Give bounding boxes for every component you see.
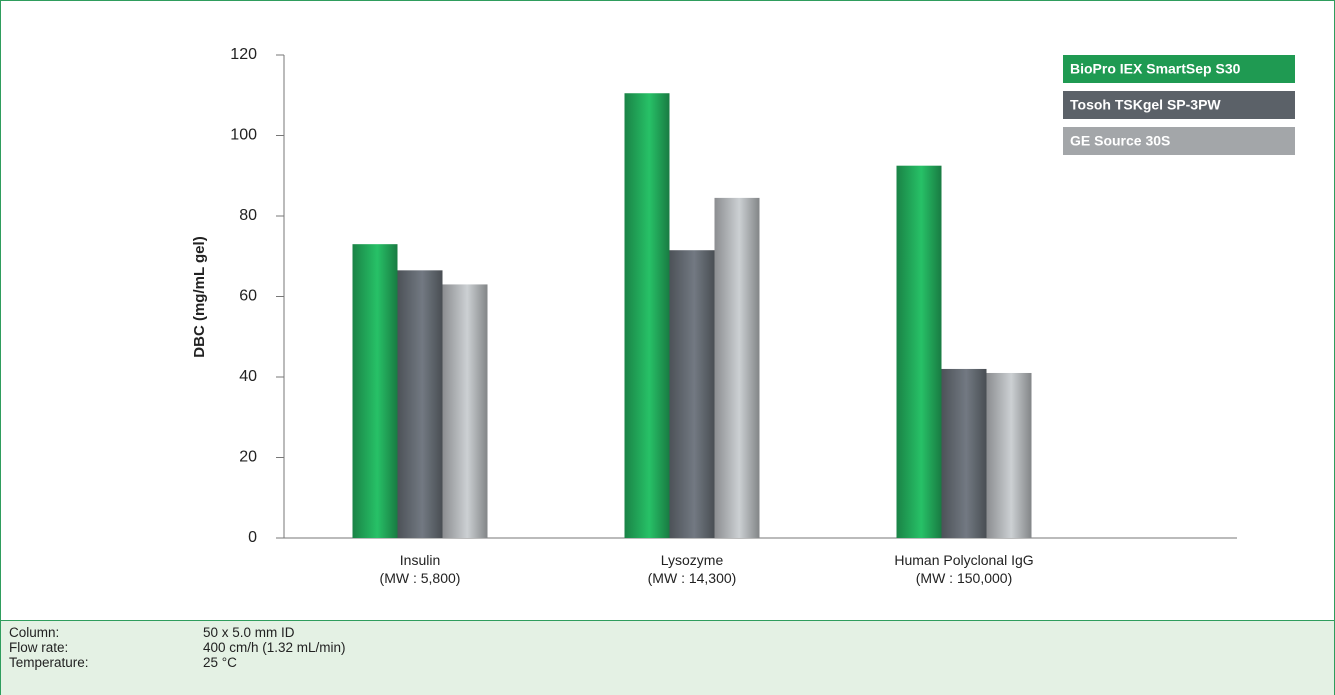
legend-label: Tosoh TSKgel SP-3PW bbox=[1070, 97, 1221, 113]
x-tick-label: Human Polyclonal IgG (MW : 150,000) bbox=[894, 552, 1034, 586]
y-tick-label: 100 bbox=[230, 127, 257, 144]
footer-value: 50 x 5.0 mm ID bbox=[203, 625, 295, 640]
legend-swatch bbox=[1063, 91, 1295, 119]
bar bbox=[624, 93, 670, 539]
chart: DBC (mg/mL gel) 0 20 40 60 80 100 120 BioPro IE… bbox=[191, 46, 1295, 546]
footer-value: 25 °C bbox=[203, 655, 237, 670]
y-tick-label: 0 bbox=[248, 529, 257, 546]
y-axis-title: DBC (mg/mL gel) bbox=[191, 236, 208, 357]
bar bbox=[986, 372, 1032, 538]
bar bbox=[669, 250, 715, 538]
legend-label: GE Source 30S bbox=[1070, 133, 1170, 149]
footer-label: Column: bbox=[9, 625, 60, 640]
y-tick-label: 80 bbox=[239, 207, 257, 224]
footer: Column: 50 x 5.0 mm ID Flow rate: 400 cm/h … bbox=[1, 620, 1334, 695]
y-tick-label: 60 bbox=[239, 288, 257, 305]
x-tick-label: Insulin (MW : 5,800) bbox=[379, 552, 461, 586]
bar bbox=[352, 244, 398, 539]
y-tick-label: 40 bbox=[239, 368, 257, 385]
legend-label: BioPro IEX SmartSep S30 bbox=[1070, 61, 1241, 77]
footer-label: Flow rate: bbox=[9, 640, 69, 655]
bar bbox=[714, 197, 760, 538]
bar bbox=[896, 165, 942, 538]
footer-label: Temperature: bbox=[9, 655, 89, 670]
footer-value: 400 cm/h (1.32 mL/min) bbox=[203, 640, 346, 655]
bar bbox=[941, 368, 987, 538]
x-tick-label: Lysozyme (MW : 14,300) bbox=[647, 552, 737, 586]
legend-swatch bbox=[1063, 55, 1295, 83]
y-tick-label: 20 bbox=[239, 449, 257, 466]
legend-swatch bbox=[1063, 127, 1295, 155]
bar bbox=[397, 270, 443, 538]
y-tick-label: 120 bbox=[230, 46, 257, 63]
bar bbox=[442, 284, 488, 538]
